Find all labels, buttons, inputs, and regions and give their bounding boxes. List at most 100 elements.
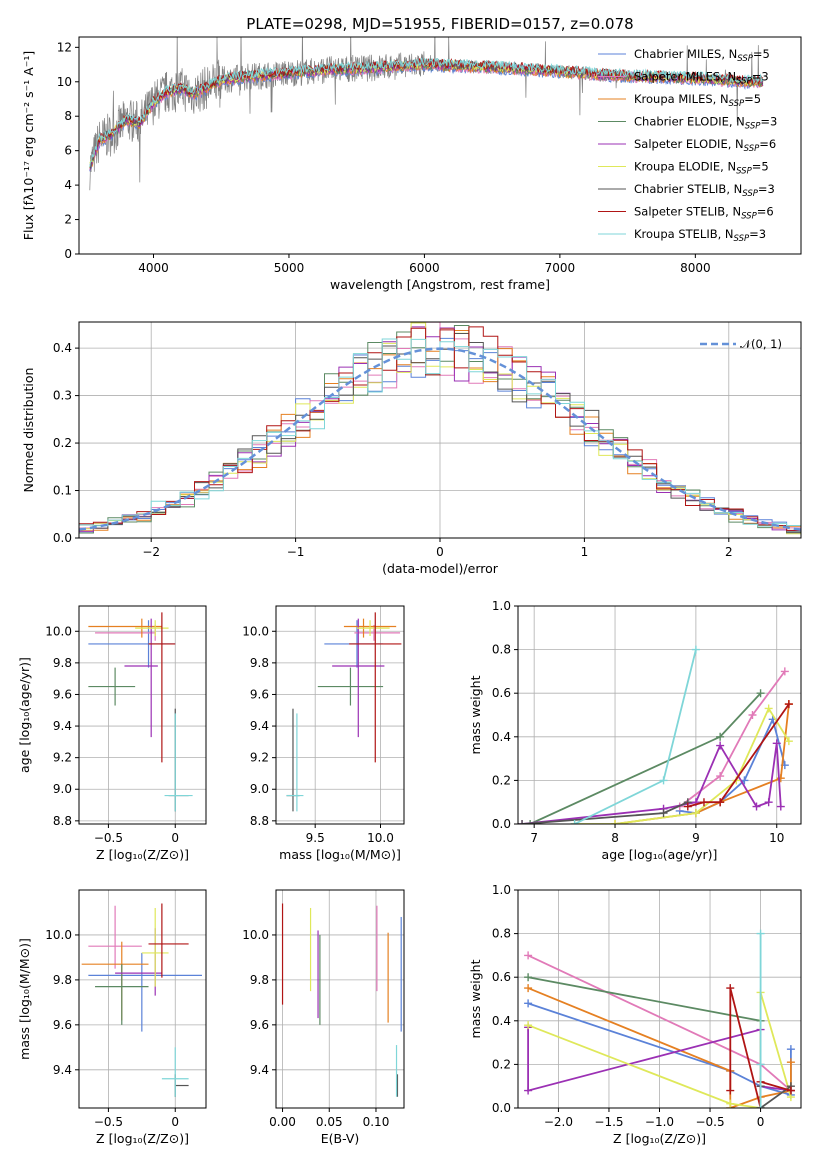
errorbar-point bbox=[124, 618, 158, 738]
x-tick-label: 0.00 bbox=[269, 1115, 296, 1129]
y-tick-label: 9.8 bbox=[53, 973, 72, 987]
axes-age_vs_Z: −0.5 0 8.8 9.0 9.2 9.4 9.6 9.8 10.0 Z [log₁₀(Z/Z⊙… bbox=[17, 605, 207, 862]
y-tick-label: 2 bbox=[64, 213, 72, 227]
y-tick-label: 9.8 bbox=[250, 656, 269, 670]
y-tick-label: 10 bbox=[57, 75, 72, 89]
y-tick-label: 8 bbox=[64, 109, 72, 123]
y-tick-label: 0.8 bbox=[492, 927, 511, 941]
y-tick-label: 8.8 bbox=[250, 814, 269, 828]
x-tick-label: 0 bbox=[436, 545, 444, 559]
y-tick-label: 0.0 bbox=[53, 531, 72, 545]
y-tick-label: 0.4 bbox=[492, 730, 511, 744]
y-tick-label: 10.0 bbox=[242, 624, 269, 638]
data-point bbox=[756, 689, 765, 698]
data-point bbox=[716, 772, 725, 781]
y-tick-label: 0.4 bbox=[53, 341, 72, 355]
weight-series bbox=[527, 992, 792, 1108]
x-axis-label: Z [log₁₀(Z/Z⊙)] bbox=[96, 1131, 189, 1146]
y-tick-label: 0.2 bbox=[492, 1057, 511, 1071]
data-point bbox=[716, 798, 725, 807]
x-tick-label: 9.5 bbox=[306, 831, 325, 845]
y-tick-label: 10.0 bbox=[242, 928, 269, 942]
data-point bbox=[726, 984, 735, 993]
legend-entry: Salpeter MILES, NSSP=3 bbox=[634, 70, 769, 87]
x-tick-label: −0.5 bbox=[695, 1115, 724, 1129]
y-axis-label: Normed distribution bbox=[21, 368, 36, 493]
data-point bbox=[780, 667, 789, 676]
x-tick-label: 0.05 bbox=[316, 1115, 343, 1129]
legend-entry: Kroupa ELODIE, NSSP=5 bbox=[634, 160, 769, 177]
data-point bbox=[784, 700, 793, 709]
x-tick-label: 10.0 bbox=[367, 831, 394, 845]
y-tick-label: 0.2 bbox=[53, 436, 72, 450]
y-tick-label: 9.8 bbox=[250, 973, 269, 987]
x-tick-label: 0.10 bbox=[363, 1115, 390, 1129]
data-point bbox=[611, 820, 620, 824]
weight-series bbox=[529, 692, 762, 824]
plot-area bbox=[518, 645, 793, 824]
errorbar-point bbox=[164, 713, 193, 812]
y-axis-label: mass weight bbox=[468, 675, 483, 754]
y-tick-label: 4 bbox=[64, 178, 72, 192]
plot-area bbox=[524, 929, 795, 1108]
data-point bbox=[726, 1099, 735, 1108]
axes-age_vs_mass: 9.5 10.0 8.8 9.0 9.2 9.4 9.6 9.8 10.0 mass [log₁₀… bbox=[242, 605, 405, 862]
legend-entry: Salpeter STELIB, NSSP=6 bbox=[634, 205, 774, 222]
x-tick-label: 0 bbox=[757, 1115, 765, 1129]
x-tick-label: −1 bbox=[287, 545, 305, 559]
legend-entry: Kroupa STELIB, NSSP=3 bbox=[634, 227, 766, 244]
y-tick-label: 10.0 bbox=[45, 624, 72, 638]
data-point bbox=[524, 1021, 533, 1030]
errorbar-point bbox=[286, 713, 304, 812]
errorbar-point bbox=[317, 667, 384, 706]
data-point bbox=[659, 809, 668, 818]
data-point bbox=[752, 802, 761, 811]
data-point bbox=[699, 798, 708, 807]
weight-series bbox=[521, 743, 782, 824]
axes-frame bbox=[78, 605, 207, 825]
chart-title: PLATE=0298, MJD=51955, FIBERID=0157, z=0… bbox=[246, 15, 633, 33]
x-axis-label: (data-model)/error bbox=[382, 561, 499, 576]
x-tick-label: 7000 bbox=[545, 261, 576, 275]
errorbar-point bbox=[332, 618, 385, 738]
data-point bbox=[772, 739, 781, 748]
x-tick-label: 8 bbox=[611, 831, 619, 845]
axes-frame bbox=[78, 36, 802, 255]
y-tick-label: 0.6 bbox=[492, 686, 511, 700]
errorbar-point bbox=[354, 624, 401, 641]
plot-area bbox=[88, 612, 193, 812]
x-axis-label: mass [log₁₀(M/M⊙)] bbox=[279, 847, 401, 862]
x-tick-label: 7 bbox=[530, 831, 538, 845]
y-tick-label: 0.3 bbox=[53, 389, 72, 403]
x-tick-label: 6000 bbox=[409, 261, 440, 275]
y-tick-label: 9.6 bbox=[250, 1018, 269, 1032]
y-tick-label: 0.6 bbox=[492, 970, 511, 984]
model-spectrum bbox=[89, 57, 764, 167]
x-tick-label: −1.0 bbox=[645, 1115, 674, 1129]
y-tick-label: 9.0 bbox=[250, 782, 269, 796]
y-tick-label: 9.0 bbox=[53, 782, 72, 796]
y-axis-label: mass weight bbox=[468, 959, 483, 1038]
y-tick-label: 9.2 bbox=[53, 751, 72, 765]
data-point bbox=[691, 809, 700, 818]
weight-series bbox=[729, 987, 792, 1108]
x-tick-label: −2.0 bbox=[544, 1115, 573, 1129]
y-tick-label: 9.2 bbox=[250, 751, 269, 765]
data-point bbox=[756, 1104, 765, 1108]
axes-frame bbox=[78, 889, 207, 1109]
x-tick-label: −1.5 bbox=[594, 1115, 623, 1129]
errorbar-point bbox=[148, 612, 176, 763]
legend-entry: Chabrier STELIB, NSSP=3 bbox=[634, 182, 775, 199]
data-point bbox=[524, 951, 533, 960]
x-tick-label: −0.5 bbox=[94, 1115, 123, 1129]
y-tick-label: 0.0 bbox=[492, 817, 511, 831]
x-tick-label: 2 bbox=[725, 545, 733, 559]
data-point bbox=[786, 1086, 795, 1095]
plot-area bbox=[281, 903, 402, 1097]
x-axis-label: wavelength [Angstrom, rest frame] bbox=[330, 277, 550, 292]
errorbar-point bbox=[148, 903, 189, 978]
weight-series bbox=[687, 703, 790, 808]
errorbar-point bbox=[88, 952, 202, 1032]
errorbar-point bbox=[95, 624, 156, 641]
